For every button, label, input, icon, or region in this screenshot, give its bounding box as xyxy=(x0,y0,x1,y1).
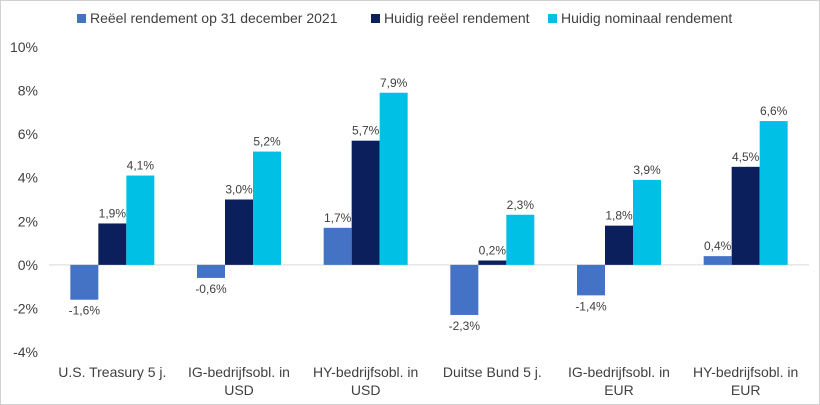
data-label: -0,6% xyxy=(195,282,227,296)
bar xyxy=(225,199,253,265)
category-label: EUR xyxy=(731,382,761,398)
legend-swatch xyxy=(77,14,86,23)
bar xyxy=(577,264,605,296)
y-tick-label: 0% xyxy=(18,257,38,273)
data-label: 4,1% xyxy=(127,159,155,173)
bar xyxy=(731,166,760,265)
y-tick-label: -2% xyxy=(13,300,38,316)
bar xyxy=(323,227,352,265)
data-label: 1,7% xyxy=(324,211,352,225)
bar xyxy=(126,175,155,265)
legend-label: Huidig reëel rendement xyxy=(384,10,530,26)
bar xyxy=(633,179,661,265)
data-label: -1,4% xyxy=(575,299,607,313)
legend-label: Reëel rendement op 31 december 2021 xyxy=(90,10,338,26)
bar xyxy=(450,264,479,315)
y-tick-label: 2% xyxy=(18,213,38,229)
data-label: 0,2% xyxy=(479,244,507,258)
y-tick-label: 8% xyxy=(18,83,38,99)
category-label: U.S. Treasury 5 j. xyxy=(58,364,166,380)
y-tick-label: -4% xyxy=(13,344,38,360)
bar xyxy=(478,260,507,265)
legend-swatch xyxy=(371,14,380,23)
legend-label: Huidig nominaal rendement xyxy=(561,10,732,26)
category-label: EUR xyxy=(604,382,634,398)
category-label: HY-bedrijfsobl. in xyxy=(313,364,418,380)
category-label: USD xyxy=(224,382,254,398)
data-label: 0,4% xyxy=(704,239,732,253)
data-label: 6,6% xyxy=(760,104,788,118)
data-label: 3,9% xyxy=(633,163,661,177)
data-label: 1,8% xyxy=(605,209,633,223)
category-label: USD xyxy=(351,382,381,398)
bar xyxy=(605,225,633,265)
data-label: 1,9% xyxy=(99,206,127,220)
data-label: 2,3% xyxy=(507,198,535,212)
data-label: 4,5% xyxy=(732,150,760,164)
bar xyxy=(351,140,380,265)
data-label: 5,7% xyxy=(352,124,380,138)
category-label: Duitse Bund 5 j. xyxy=(443,364,542,380)
category-label: IG-bedrijfsobl. in xyxy=(568,364,670,380)
bar xyxy=(506,214,535,265)
bar xyxy=(98,223,127,265)
category-label: IG-bedrijfsobl. in xyxy=(188,364,290,380)
bar xyxy=(703,256,732,265)
bar xyxy=(759,121,788,265)
y-tick-label: 10% xyxy=(10,39,38,55)
category-label: HY-bedrijfsobl. in xyxy=(693,364,798,380)
bar xyxy=(70,264,99,300)
data-label: 7,9% xyxy=(380,76,408,90)
bar xyxy=(253,151,281,265)
y-tick-label: 6% xyxy=(18,126,38,142)
legend-swatch xyxy=(548,14,557,23)
data-label: 3,0% xyxy=(225,183,253,197)
data-label: 5,2% xyxy=(253,135,281,149)
bar xyxy=(379,92,408,265)
data-label: -1,6% xyxy=(69,304,101,318)
y-tick-label: 4% xyxy=(18,170,38,186)
data-label: -2,3% xyxy=(449,319,481,333)
bar xyxy=(197,264,225,278)
